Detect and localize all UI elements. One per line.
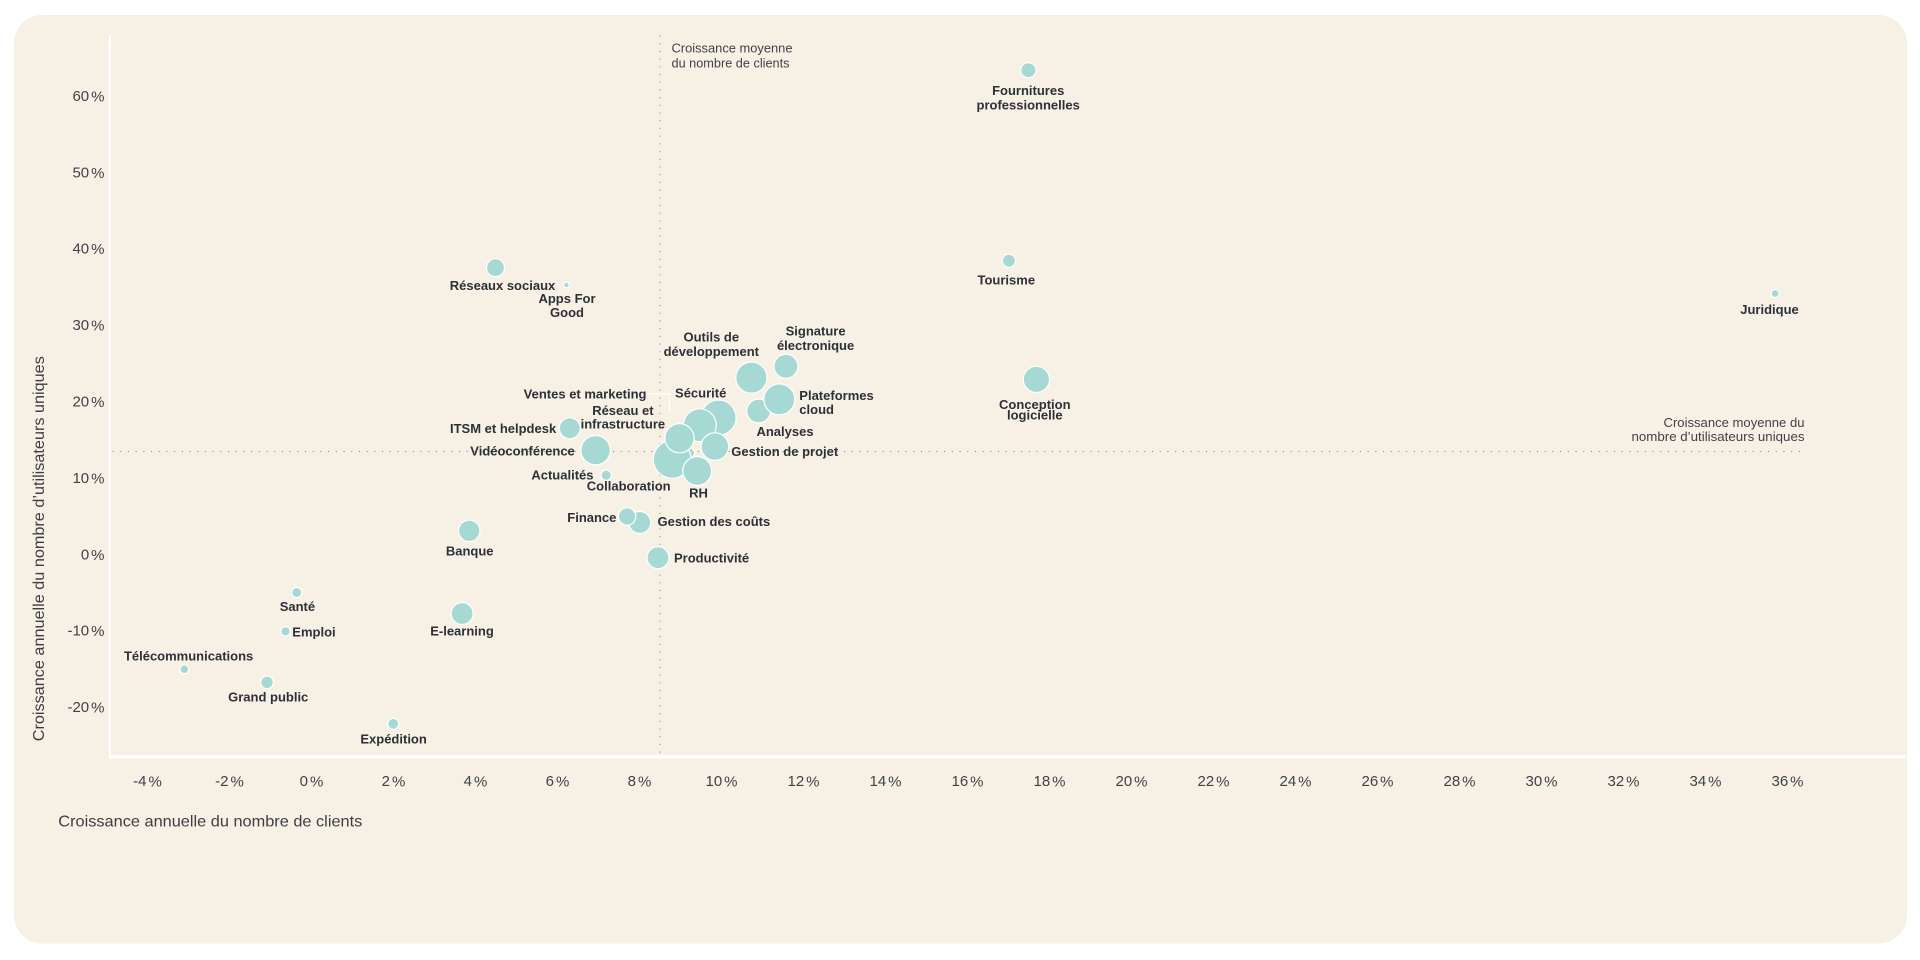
svg-text:ITSM et helpdesk: ITSM et helpdesk (450, 421, 557, 436)
svg-text:Gestion de projet: Gestion de projet (731, 444, 839, 459)
svg-text:Outils de: Outils de (683, 330, 739, 345)
svg-text:12%: 12% (787, 773, 819, 790)
svg-text:Signature: Signature (786, 324, 846, 339)
svg-text:32%: 32% (1607, 773, 1639, 790)
svg-text:26%: 26% (1361, 773, 1393, 790)
svg-text:22%: 22% (1197, 773, 1229, 790)
svg-text:6%: 6% (546, 773, 570, 790)
svg-text:Fournitures: Fournitures (992, 83, 1064, 98)
svg-text:Productivité: Productivité (674, 551, 749, 566)
svg-text:10%: 10% (705, 773, 737, 790)
svg-text:Santé: Santé (280, 599, 315, 614)
svg-text:-10%: -10% (67, 623, 104, 640)
svg-text:Gestion des coûts: Gestion des coûts (658, 514, 771, 529)
svg-text:20%: 20% (72, 394, 104, 411)
svg-text:développement: développement (664, 344, 760, 359)
svg-text:2%: 2% (382, 773, 406, 790)
svg-text:24%: 24% (1279, 773, 1311, 790)
svg-text:Apps For: Apps For (538, 291, 595, 306)
svg-text:Croissance moyenne du: Croissance moyenne du (1664, 416, 1805, 430)
svg-text:20%: 20% (1115, 773, 1147, 790)
svg-text:Télécommunications: Télécommunications (124, 649, 253, 664)
svg-text:40%: 40% (72, 241, 104, 258)
svg-text:Croissance annuelle du nombre: Croissance annuelle du nombre d’utilisat… (31, 356, 48, 741)
svg-text:0%: 0% (300, 773, 324, 790)
svg-text:Vidéoconférence: Vidéoconférence (470, 443, 575, 458)
svg-text:8%: 8% (628, 773, 652, 790)
svg-text:30%: 30% (1525, 773, 1557, 790)
svg-text:logicielle: logicielle (1007, 408, 1063, 423)
svg-text:4%: 4% (464, 773, 488, 790)
svg-text:du nombre de clients: du nombre de clients (672, 56, 790, 70)
svg-text:Juridique: Juridique (1740, 302, 1799, 317)
svg-text:infrastructure: infrastructure (581, 416, 666, 431)
svg-text:Grand public: Grand public (228, 689, 308, 704)
svg-text:0%: 0% (81, 546, 105, 563)
svg-text:34%: 34% (1689, 773, 1721, 790)
svg-text:10%: 10% (72, 470, 104, 487)
svg-text:14%: 14% (869, 773, 901, 790)
svg-text:E-learning: E-learning (430, 623, 494, 638)
svg-text:Banque: Banque (446, 543, 494, 558)
svg-text:Good: Good (550, 305, 584, 320)
svg-text:Collaboration: Collaboration (587, 478, 671, 493)
svg-text:Finance: Finance (567, 510, 616, 525)
svg-text:professionnelles: professionnelles (977, 98, 1080, 113)
svg-text:RH: RH (689, 486, 708, 501)
svg-text:Croissance moyenne: Croissance moyenne (672, 41, 793, 55)
svg-text:Expédition: Expédition (360, 731, 427, 746)
svg-text:Ventes et marketing: Ventes et marketing (524, 387, 647, 402)
svg-text:16%: 16% (951, 773, 983, 790)
svg-text:50%: 50% (72, 164, 104, 181)
svg-text:électronique: électronique (777, 338, 854, 353)
svg-text:cloud: cloud (799, 402, 834, 417)
svg-text:Actualités: Actualités (531, 468, 593, 483)
svg-text:Réseaux sociaux: Réseaux sociaux (450, 278, 556, 293)
svg-text:Réseau et: Réseau et (592, 403, 654, 418)
svg-text:Sécurité: Sécurité (675, 385, 726, 400)
svg-text:28%: 28% (1443, 773, 1475, 790)
svg-text:Plateformes: Plateformes (799, 388, 873, 403)
svg-text:Tourisme: Tourisme (978, 272, 1036, 287)
svg-text:Conception: Conception (999, 397, 1071, 412)
svg-text:30%: 30% (72, 317, 104, 334)
svg-text:-20%: -20% (67, 699, 104, 716)
svg-text:Emploi: Emploi (292, 625, 335, 640)
svg-text:36%: 36% (1771, 773, 1803, 790)
svg-text:Croissance annuelle du nombre: Croissance annuelle du nombre de clients (58, 813, 362, 830)
svg-text:60%: 60% (72, 88, 104, 105)
svg-text:nombre d’utilisateurs uniques: nombre d’utilisateurs uniques (1632, 430, 1805, 444)
svg-text:18%: 18% (1033, 773, 1065, 790)
svg-text:Analyses: Analyses (756, 424, 813, 439)
